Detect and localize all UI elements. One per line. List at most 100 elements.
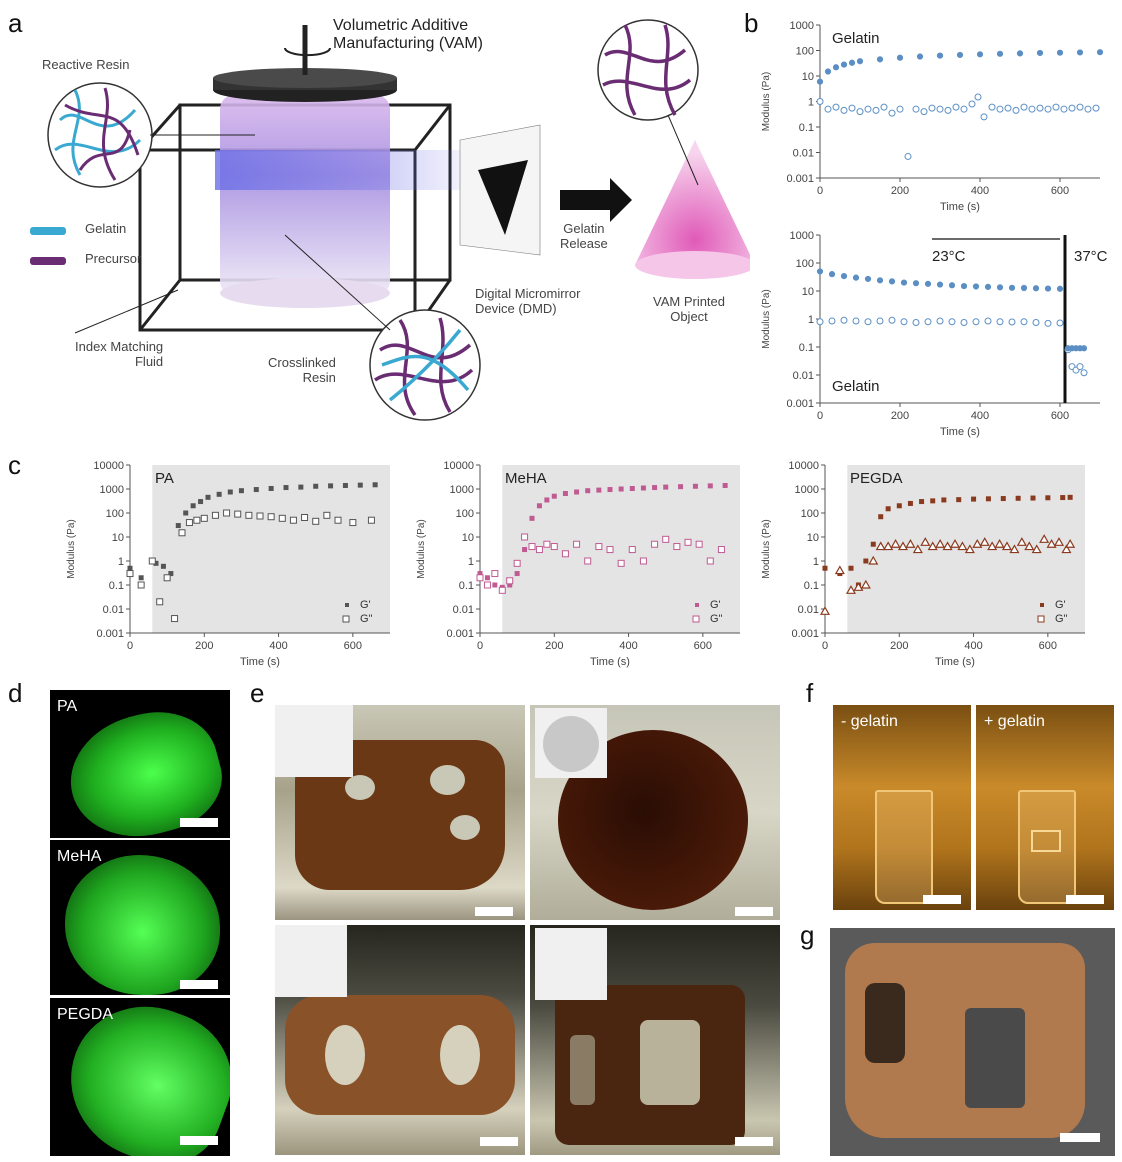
x-axis-label: Time (s) bbox=[940, 201, 980, 213]
scalebar bbox=[1066, 895, 1104, 904]
data-point bbox=[342, 482, 348, 488]
x-tick-label: 600 bbox=[1039, 640, 1057, 652]
data-point bbox=[974, 93, 982, 101]
data-point bbox=[907, 500, 913, 506]
data-point bbox=[521, 533, 529, 541]
data-point bbox=[935, 539, 946, 548]
x-tick-label: 600 bbox=[694, 640, 712, 652]
data-point bbox=[245, 511, 253, 519]
x-tick-label: 200 bbox=[891, 410, 909, 422]
data-point bbox=[956, 497, 962, 503]
data-point bbox=[256, 512, 264, 520]
y-tick-label: 0.01 bbox=[798, 604, 819, 616]
axis-lines bbox=[819, 25, 1100, 179]
data-point bbox=[888, 278, 896, 285]
data-point bbox=[160, 563, 166, 569]
data-point bbox=[1056, 49, 1064, 56]
data-point bbox=[878, 514, 884, 520]
data-point bbox=[652, 485, 658, 491]
legend-marker bbox=[692, 615, 700, 623]
data-point bbox=[223, 509, 231, 517]
data-point bbox=[930, 498, 936, 504]
data-point bbox=[1092, 104, 1100, 112]
data-point bbox=[313, 483, 319, 489]
data-point bbox=[529, 515, 535, 521]
data-point bbox=[848, 104, 856, 112]
data-point bbox=[864, 105, 872, 113]
data-point bbox=[1000, 496, 1006, 502]
data-point bbox=[673, 543, 681, 551]
y-tick-label: 1000 bbox=[100, 484, 124, 496]
data-point bbox=[1080, 369, 1088, 377]
data-point bbox=[890, 539, 901, 548]
data-point bbox=[185, 519, 193, 527]
y-tick-label: 1 bbox=[468, 556, 474, 568]
data-point bbox=[868, 555, 879, 565]
data-point bbox=[198, 499, 204, 505]
data-point bbox=[301, 513, 309, 521]
data-point bbox=[211, 511, 219, 519]
x-tick-label: 400 bbox=[971, 185, 989, 197]
label-d-pa: PA bbox=[57, 698, 78, 715]
x-tick-label: 200 bbox=[891, 185, 909, 197]
data-point bbox=[880, 103, 888, 111]
y-tick-label: 0.01 bbox=[793, 148, 814, 160]
data-point bbox=[942, 541, 953, 551]
data-point bbox=[238, 488, 244, 494]
panel-label-d: d bbox=[8, 678, 23, 708]
data-point bbox=[912, 544, 923, 554]
data-point bbox=[920, 108, 928, 116]
y-axis-label: Modulus (Pa) bbox=[416, 519, 427, 578]
data-point bbox=[312, 517, 320, 525]
data-point bbox=[1084, 105, 1092, 113]
data-point bbox=[816, 268, 824, 275]
data-point bbox=[1020, 318, 1028, 326]
y-tick-label: 1 bbox=[808, 314, 814, 326]
data-point bbox=[175, 523, 181, 529]
data-point bbox=[972, 318, 980, 326]
data-point bbox=[996, 318, 1004, 326]
data-point bbox=[1044, 285, 1052, 292]
y-tick-label: 1 bbox=[808, 97, 814, 109]
data-point bbox=[283, 485, 289, 491]
data-point bbox=[840, 61, 848, 68]
data-point bbox=[972, 283, 980, 290]
data-point bbox=[183, 510, 189, 516]
y-tick-label: 10 bbox=[112, 532, 124, 544]
cad-thumbnail bbox=[535, 928, 607, 1000]
data-point bbox=[852, 274, 860, 281]
legend-gelatin-label: Gelatin bbox=[85, 221, 127, 236]
photo-e-cube bbox=[530, 925, 780, 1155]
legend-label: G" bbox=[1055, 613, 1068, 625]
chart-b-bottom: 0.001 0.01 0.1 1 10 100 1000 0 200 400 600 Time (s)… bbox=[761, 230, 1108, 438]
data-point bbox=[1008, 318, 1016, 326]
data-point bbox=[595, 543, 603, 551]
data-point bbox=[872, 106, 880, 114]
chart-title: MeHA bbox=[505, 470, 547, 487]
chart-c-meha: 0.001 0.01 0.1 1 10 100 1000 10000 0 200 400 600 Tim… bbox=[416, 460, 740, 668]
scalebar bbox=[480, 1137, 518, 1146]
data-point bbox=[971, 496, 977, 502]
cad-thumbnail bbox=[275, 925, 347, 997]
data-point bbox=[639, 557, 647, 565]
data-point bbox=[171, 615, 179, 623]
data-point bbox=[928, 104, 936, 112]
data-point bbox=[1076, 363, 1084, 371]
data-point bbox=[1044, 319, 1052, 327]
data-point bbox=[190, 503, 196, 509]
y-tick-label: 10000 bbox=[443, 460, 474, 472]
data-point bbox=[1061, 544, 1072, 554]
scalebar bbox=[735, 1137, 773, 1146]
y-tick-label: 10 bbox=[462, 532, 474, 544]
data-point bbox=[651, 540, 659, 548]
legend-label: G" bbox=[360, 613, 373, 625]
y-tick-label: 0.1 bbox=[459, 580, 474, 592]
data-point bbox=[357, 482, 363, 488]
y-tick-label: 100 bbox=[456, 508, 474, 520]
photo-d-pa: PA bbox=[50, 690, 230, 838]
data-point bbox=[678, 484, 684, 490]
data-point bbox=[617, 559, 625, 567]
photo-e-shape1 bbox=[275, 705, 525, 920]
data-point bbox=[193, 516, 201, 524]
y-tick-label: 0.1 bbox=[109, 580, 124, 592]
